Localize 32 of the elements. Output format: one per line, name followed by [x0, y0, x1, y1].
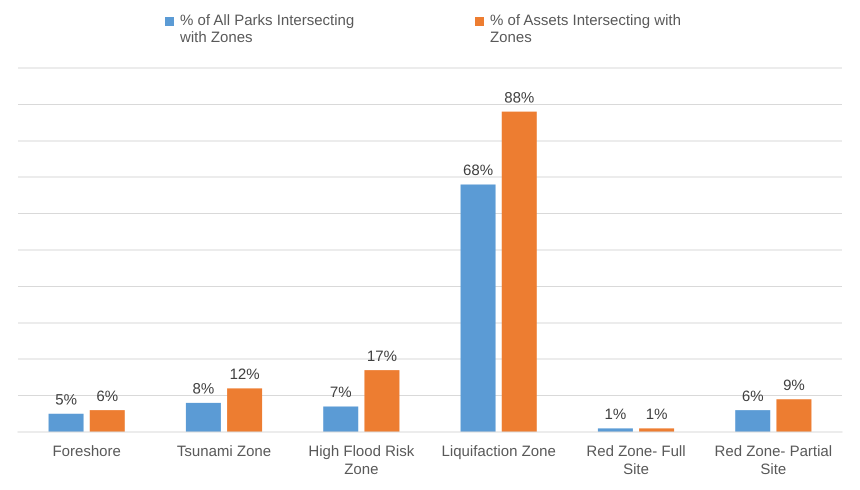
- bar: [639, 428, 674, 432]
- data-label: 1%: [604, 406, 626, 423]
- bar: [227, 388, 262, 432]
- data-label: 5%: [55, 391, 77, 408]
- bar: [776, 399, 812, 432]
- bar: [735, 410, 770, 432]
- legend-label: % of All Parks Intersecting with Zones: [180, 12, 356, 46]
- bar: [90, 410, 125, 432]
- bar: [502, 112, 537, 432]
- data-label: 12%: [230, 366, 260, 383]
- x-tick-label: Liquifaction Zone: [442, 443, 556, 460]
- bar: [48, 414, 84, 432]
- x-tick-label: Red Zone- Partial Site: [714, 443, 832, 478]
- data-label: 8%: [192, 380, 214, 398]
- bar: [186, 402, 221, 432]
- data-label: 1%: [646, 406, 668, 423]
- bar: [460, 184, 496, 432]
- data-label: 9%: [783, 376, 805, 394]
- data-label: 7%: [330, 384, 352, 402]
- x-tick-label: Tsunami Zone: [176, 443, 272, 460]
- bar: [323, 406, 358, 432]
- legend-label: % of Assets Intersecting with Zones: [490, 12, 682, 46]
- bar: [364, 370, 400, 432]
- data-label: 68%: [463, 162, 494, 180]
- x-tick-label: Red Zone- Full Site: [586, 443, 686, 478]
- data-label: 88%: [504, 89, 534, 106]
- x-tick-label: High Flood Risk Zone: [308, 443, 415, 478]
- data-label: 17%: [366, 348, 397, 365]
- data-label: 6%: [742, 388, 764, 405]
- bar: [598, 428, 633, 432]
- data-label: 6%: [96, 388, 118, 405]
- x-tick-label: Foreshore: [52, 443, 121, 460]
